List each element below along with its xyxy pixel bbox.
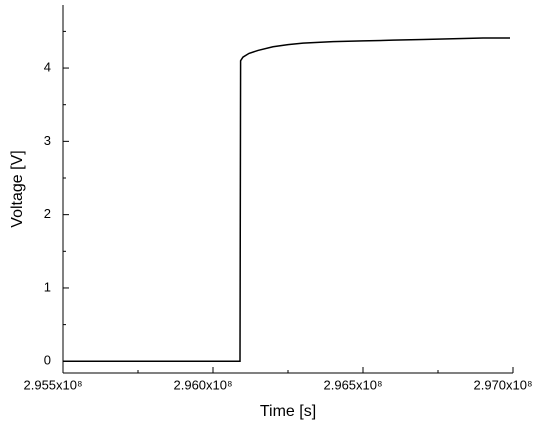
x-tick-label: 2.960x10⁸ xyxy=(174,377,233,392)
x-tick-label: 2.955x10⁸ xyxy=(24,377,83,392)
y-axis-title: Voltage [V] xyxy=(9,150,26,227)
data-line xyxy=(63,37,510,363)
y-tick-label: 4 xyxy=(44,59,51,74)
x-tick-label: 2.965x10⁸ xyxy=(324,377,383,392)
y-tick-label: 1 xyxy=(44,279,51,294)
x-axis-title: Time [s] xyxy=(260,403,316,420)
y-tick-label: 0 xyxy=(44,353,51,368)
y-tick-label: 3 xyxy=(44,133,51,148)
y-tick-label: 2 xyxy=(44,206,51,221)
x-tick-label: 2.970x10⁸ xyxy=(474,377,533,392)
